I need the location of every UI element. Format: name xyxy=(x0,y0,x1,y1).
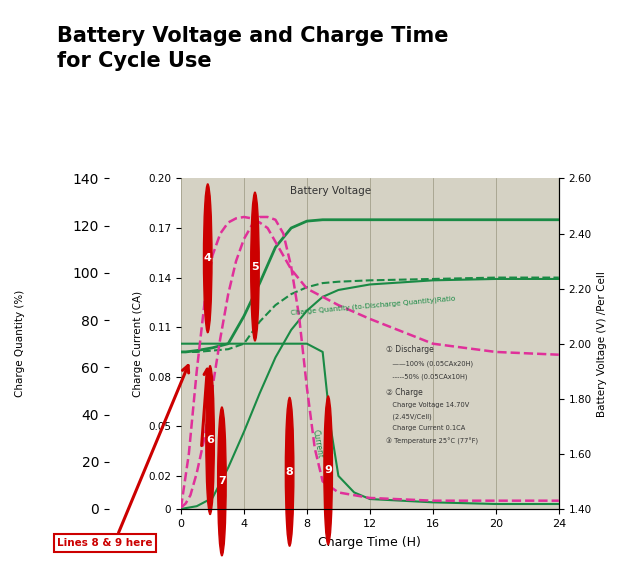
Circle shape xyxy=(206,366,215,514)
Y-axis label: Battery Voltage (V) /Per Cell: Battery Voltage (V) /Per Cell xyxy=(597,271,607,417)
Text: 4: 4 xyxy=(204,253,211,263)
Text: Charge Quantity (to-Discharge Quantity)Ratio: Charge Quantity (to-Discharge Quantity)R… xyxy=(290,295,456,315)
Circle shape xyxy=(285,397,294,546)
X-axis label: Charge Time (H): Charge Time (H) xyxy=(318,536,422,549)
Text: 9: 9 xyxy=(324,466,332,476)
Y-axis label: Charge Quantity (%): Charge Quantity (%) xyxy=(15,290,25,397)
Text: Charge Voltage 14.70V: Charge Voltage 14.70V xyxy=(385,401,469,408)
Text: 6: 6 xyxy=(206,435,214,445)
Text: ——100% (0.05CAx20H): ——100% (0.05CAx20H) xyxy=(385,360,472,367)
Text: (2.45V/Cell): (2.45V/Cell) xyxy=(385,414,431,420)
Text: Charge
Current: Charge Current xyxy=(311,427,335,459)
Circle shape xyxy=(218,407,226,556)
Text: ① Discharge: ① Discharge xyxy=(385,345,433,354)
Text: Charge Current 0.1CA: Charge Current 0.1CA xyxy=(385,425,465,431)
Text: 8: 8 xyxy=(286,467,293,477)
Text: Battery Voltage: Battery Voltage xyxy=(290,186,371,196)
Text: 7: 7 xyxy=(218,476,226,486)
Text: Lines 8 & 9 here: Lines 8 & 9 here xyxy=(57,538,152,548)
Text: ② Charge: ② Charge xyxy=(385,388,422,397)
Text: -----50% (0.05CAx10H): -----50% (0.05CAx10H) xyxy=(385,374,467,380)
Circle shape xyxy=(203,184,212,333)
Y-axis label: Charge Current (CA): Charge Current (CA) xyxy=(133,291,143,397)
Text: Battery Voltage and Charge Time
for Cycle Use: Battery Voltage and Charge Time for Cycl… xyxy=(57,26,449,71)
Text: 5: 5 xyxy=(251,261,259,271)
Text: ③ Temperature 25°C (77°F): ③ Temperature 25°C (77°F) xyxy=(385,438,478,445)
Circle shape xyxy=(251,192,259,341)
Circle shape xyxy=(324,396,332,545)
